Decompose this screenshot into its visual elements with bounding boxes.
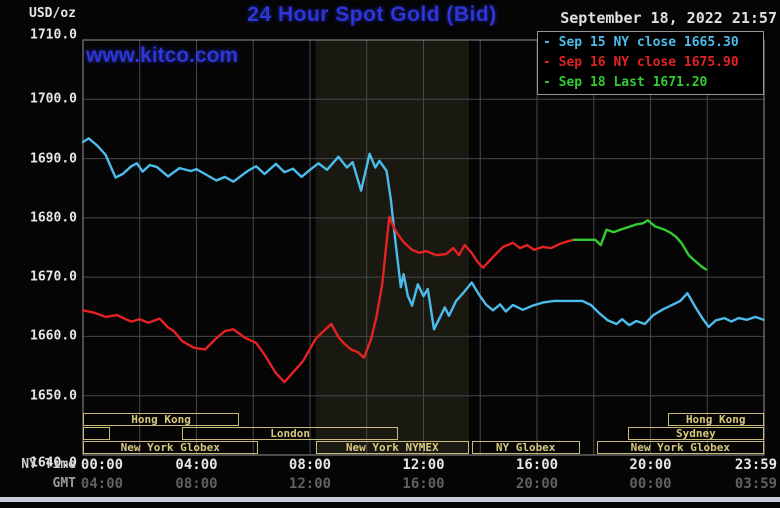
- session-box: [83, 427, 110, 440]
- x-tick-label: 00:00: [629, 476, 672, 492]
- legend-row: - Sep 15 NY close 1665.30: [543, 35, 739, 50]
- session-label: NY Globex: [495, 441, 556, 454]
- x-tick-label: 04:00: [175, 457, 218, 473]
- x-axis-row-ny-time: NY Time 00:00 04:00 08:00 12:00 16:00 20:00 23:…: [0, 457, 780, 473]
- page-title: 24 Hour Spot Gold (Bid): [247, 3, 497, 26]
- y-tick-label: 1650.0: [30, 388, 77, 404]
- y-tick-label: 1640.0: [30, 455, 77, 471]
- session-box-new-york-globex: New York Globex: [83, 441, 258, 454]
- session-box-new-york-nymex: New York NYMEX: [315, 441, 469, 454]
- datetime-label: September 18, 2022 21:57: [560, 9, 777, 27]
- price-line-cyan: [81, 137, 765, 331]
- session-box-london: London: [182, 427, 398, 440]
- bottom-divider-bar: [0, 497, 780, 502]
- session-label: London: [270, 427, 310, 440]
- x-axis-row-name: GMT: [52, 476, 76, 491]
- legend-box: - Sep 15 NY close 1665.30 - Sep 16 NY clo…: [537, 31, 764, 95]
- legend-row: - Sep 18 Last 1671.20: [543, 75, 708, 90]
- session-label: New York Globex: [630, 441, 730, 454]
- x-tick-label: 04:00: [80, 476, 124, 492]
- price-line-green: [572, 218, 707, 271]
- x-tick-label: 16:00: [515, 457, 559, 473]
- y-tick-label: 1660.0: [30, 328, 77, 344]
- x-tick-label: 16:00: [402, 476, 445, 492]
- x-tick-label: 20:00: [515, 476, 559, 492]
- session-label: Hong Kong: [131, 413, 191, 426]
- session-box-hong-kong: Hong Kong: [83, 413, 240, 426]
- x-tick-label: 12:00: [288, 476, 332, 492]
- session-label: New York NYMEX: [345, 441, 439, 454]
- nymex-session-band: [315, 40, 469, 455]
- x-axis-row-name: NY Time: [21, 457, 76, 472]
- session-box-ny-globex: NY Globex: [471, 441, 580, 454]
- x-tick-label: 03:59: [734, 476, 778, 492]
- session-box-hong-kong: Hong Kong: [667, 413, 764, 426]
- x-tick-label: 12:00: [402, 457, 445, 473]
- x-axis-row-gmt: GMT 04:00 08:00 12:00 16:00 20:00 00:00 03:59: [0, 476, 780, 492]
- session-label: New York Globex: [120, 441, 220, 454]
- session-box-sydney: Sydney: [627, 427, 764, 440]
- x-tick-label: 08:00: [288, 457, 332, 473]
- y-tick-label: 1700.0: [30, 91, 77, 107]
- plot-border: [82, 39, 765, 456]
- x-tick-label: 23:59: [734, 457, 778, 473]
- y-tick-label: 1680.0: [30, 210, 77, 226]
- y-tick-label: 1670.0: [30, 269, 77, 285]
- x-tick-label: 20:00: [629, 457, 672, 473]
- x-tick-label: 00:00: [80, 457, 124, 473]
- y-tick-label: 1690.0: [30, 151, 77, 167]
- legend-row: - Sep 16 NY close 1675.90: [543, 55, 739, 70]
- session-label: Sydney: [676, 427, 716, 440]
- y-axis-unit-label: USD/oz: [29, 6, 76, 21]
- price-line-red: [81, 215, 576, 384]
- x-tick-label: 08:00: [175, 476, 218, 492]
- session-box-new-york-globex: New York Globex: [596, 441, 764, 454]
- kitco-watermark: www.kitco.com: [86, 44, 239, 67]
- session-label: Hong Kong: [685, 413, 746, 426]
- y-tick-label: 1710.0: [30, 27, 77, 43]
